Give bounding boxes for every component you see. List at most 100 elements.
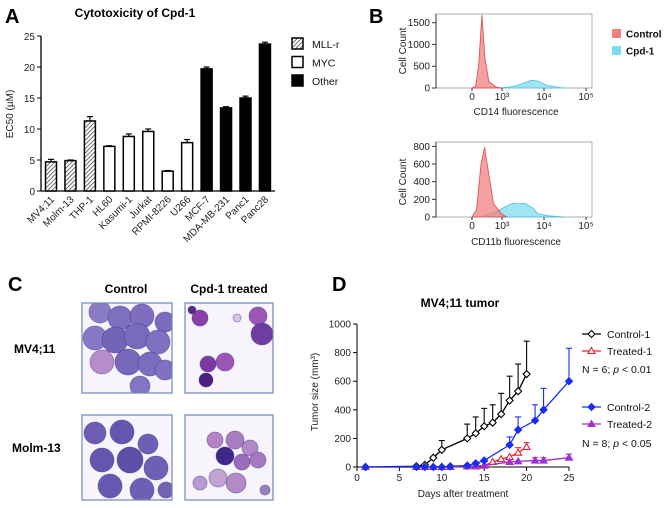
bar-mda-mb-231 — [219, 107, 233, 192]
y-tick-label: 0 — [424, 84, 430, 95]
cell — [129, 477, 155, 500]
y-tick-label: 200 — [413, 195, 430, 206]
data-point-filled-diamond — [479, 456, 489, 465]
panel-d-line-chart: MV4;11 tumor Days after treatment Tumor … — [310, 296, 652, 500]
y-tick-label: 600 — [413, 160, 430, 171]
cell — [116, 446, 144, 474]
cell — [89, 349, 115, 375]
cell — [208, 468, 228, 488]
cell — [154, 359, 172, 381]
y-tick-label: 0 — [29, 187, 35, 198]
panel-b-histograms: CD14 fluorescence Cell Count CD11b fluor… — [398, 13, 662, 248]
x-axis-label-cd14: CD14 fluorescence — [473, 107, 558, 118]
column-header-treated: Cpd-1 treated — [190, 282, 267, 296]
cell — [225, 430, 245, 450]
cell — [248, 306, 268, 326]
y-axis-label-top: Cell Count — [398, 27, 409, 74]
cell — [187, 305, 197, 315]
cell — [88, 303, 112, 324]
annotation-text: N = 6; — [582, 364, 613, 376]
bar-kasumi-1 — [122, 135, 136, 192]
y-tick-label: 1500 — [408, 18, 431, 29]
y-tick-label: 0 — [345, 463, 351, 474]
x-tick-label: 0 — [469, 92, 475, 103]
cell — [157, 481, 172, 499]
data-point-filled-diamond — [505, 440, 514, 450]
data-point-open-diamond — [488, 418, 497, 427]
cell — [206, 431, 224, 449]
bar-panc28 — [258, 43, 272, 192]
bar-jurkat — [142, 130, 155, 192]
x-axis-label: Days after treatment — [418, 489, 509, 500]
y-axis-label-bottom: Cell Count — [398, 158, 409, 205]
data-point-filled-triangle — [530, 455, 540, 464]
data-point-open-diamond — [587, 329, 596, 339]
data-point-open-triangle — [587, 346, 596, 355]
annotation-text: < 0.01 — [619, 364, 652, 376]
panel-letter-d: D — [332, 274, 346, 296]
cell — [232, 313, 242, 323]
bar-mcf-7 — [200, 68, 213, 192]
y-tick-label: 10 — [24, 125, 36, 136]
row-label-molm13: Molm-13 — [12, 441, 61, 455]
data-point-filled-diamond — [462, 461, 472, 470]
y-tick-label: 200 — [334, 434, 351, 445]
annotation-p: p — [612, 438, 619, 450]
cell — [89, 447, 115, 473]
cell — [191, 309, 209, 327]
image-frame — [81, 302, 173, 394]
bar-mv4-11 — [44, 161, 58, 192]
x-tick-label: 10⁴ — [536, 92, 551, 103]
x-tick-label: 10 — [436, 473, 448, 484]
chart-title: Cytotoxicity of Cpd-1 — [75, 6, 196, 20]
bar-hl60 — [103, 145, 116, 192]
y-tick-label: 400 — [413, 177, 430, 188]
data-point-filled-triangle — [539, 455, 549, 464]
series-line — [365, 373, 528, 468]
cell — [129, 375, 151, 393]
panel-a-bar-chart: Cytotoxicity of Cpd-1 EC50 (µM) 0 5 10 15 20… — [5, 6, 340, 245]
histogram-cpd-1 — [498, 79, 567, 89]
x-axis-label-cd11b: CD11b fluorescence — [471, 237, 561, 248]
y-tick-label: 15 — [24, 94, 36, 105]
legend-label: Treated-2 — [607, 419, 652, 431]
image-frame — [184, 414, 274, 501]
legend-label: Cpd-1 — [626, 47, 655, 58]
y-tick-label: 5 — [29, 156, 35, 167]
data-point-open-diamond — [522, 369, 531, 379]
legend-swatch — [291, 74, 304, 87]
series-control-2 — [361, 347, 574, 472]
data-point-open-diamond — [505, 396, 514, 405]
data-point-filled-diamond — [412, 462, 421, 472]
data-point-open-triangle — [513, 448, 523, 456]
cell — [83, 421, 107, 445]
cell — [198, 372, 214, 388]
annotation-p: p — [612, 364, 619, 376]
data-point-filled-diamond — [437, 462, 447, 472]
data-point-filled-triangle — [513, 456, 523, 465]
image-frame — [184, 302, 274, 394]
x-tick-label: 10⁵ — [578, 221, 593, 232]
bar-u266 — [180, 141, 194, 192]
cell — [137, 433, 159, 455]
image-frame — [81, 414, 173, 501]
x-tick-label: 25 — [563, 473, 575, 484]
x-tick-label: 5 — [397, 473, 403, 484]
y-tick-label: 400 — [334, 405, 351, 416]
significance-annotation: N = 8; p < 0.05 — [582, 438, 652, 450]
y-tick-label: 600 — [334, 377, 351, 388]
data-point-filled-diamond — [539, 405, 548, 415]
x-tick-label: 10⁴ — [536, 221, 551, 232]
y-tick-label: 800 — [413, 142, 430, 153]
panel-c-micrographs: Control Cpd-1 treated MV4;11 Molm-13 — [12, 282, 274, 501]
legend-swatch-control — [612, 29, 621, 38]
legend-label: Control-2 — [607, 402, 650, 414]
data-point-filled-diamond — [513, 425, 523, 435]
cell — [215, 446, 235, 466]
cell — [225, 472, 247, 494]
data-point-filled-diamond — [530, 416, 540, 425]
series-treated-1 — [411, 442, 532, 471]
chart-title: MV4;11 tumor — [421, 296, 500, 310]
micrograph-image — [82, 415, 172, 500]
